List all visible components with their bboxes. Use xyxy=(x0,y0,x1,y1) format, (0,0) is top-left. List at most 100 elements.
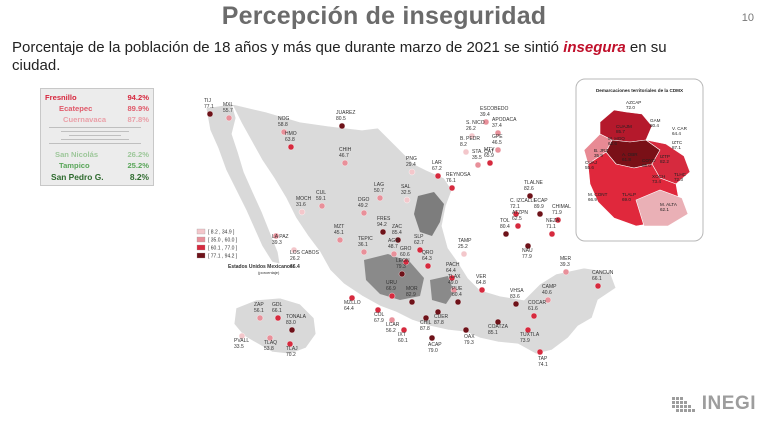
legend-label: [ 8.2 , 34.9 ] xyxy=(208,230,235,236)
city-name-label: NAU xyxy=(522,248,533,254)
city-name-label: LOS CABOS xyxy=(290,250,320,256)
ranking-value: 25.2% xyxy=(127,161,149,170)
city-name-label: MXL xyxy=(223,102,234,108)
ranking-value: 89.9% xyxy=(127,104,149,113)
city-name-label: COCAR xyxy=(528,300,546,306)
city-name-label: FRES xyxy=(377,216,391,222)
city-marker xyxy=(468,132,476,140)
city-name-label: TIJ xyxy=(204,98,211,104)
ranking-value: 26.2% xyxy=(127,150,149,159)
brand-name: INEGI xyxy=(701,393,756,414)
city-value-label: 35.5 xyxy=(472,155,482,161)
ranking-divider xyxy=(49,143,141,144)
legend-label: [ 35.0 , 60.0 ] xyxy=(208,238,238,244)
city-value-label: 62.7 xyxy=(414,240,424,246)
cdmx-district-label: CUAJ xyxy=(585,160,597,165)
city-marker xyxy=(486,159,494,167)
city-value-label: 67.2 xyxy=(432,166,442,172)
city-value-label: 50.7 xyxy=(374,188,384,194)
city-value-label: 71.1 xyxy=(546,224,556,230)
legend-swatch xyxy=(196,228,206,235)
city-name-label: AGS xyxy=(388,238,399,244)
city-value-label: 40.6 xyxy=(542,290,552,296)
city-marker xyxy=(272,232,280,240)
city-marker xyxy=(225,114,233,122)
city-name-label: B. PEDR xyxy=(460,136,480,142)
city-name-label: LAR xyxy=(432,160,442,166)
city-name-label: GDL xyxy=(272,302,283,308)
city-name-label: PACH xyxy=(446,262,460,268)
cdmx-district-label: IZTP xyxy=(660,154,670,159)
city-name-label: ZAP xyxy=(254,302,264,308)
city-marker xyxy=(544,296,552,304)
city-marker xyxy=(448,274,456,282)
page-number: 10 xyxy=(741,12,754,24)
city-value-label: 32.5 xyxy=(401,190,411,196)
city-marker xyxy=(290,246,298,254)
city-name-label: COATZA xyxy=(488,324,509,330)
city-marker xyxy=(390,250,398,258)
city-marker xyxy=(478,286,486,294)
city-marker xyxy=(494,129,502,137)
cdmx-district-value: 87.1 xyxy=(672,145,681,150)
city-name-label: MOR xyxy=(406,286,418,292)
city-value-label: 60.1 xyxy=(398,338,408,344)
city-value-label: 49.2 xyxy=(358,203,368,209)
city-value-label: 25.2 xyxy=(458,244,468,250)
city-marker xyxy=(379,228,387,236)
ranking-city: San Nicolás xyxy=(55,150,99,159)
map-legend: [ 8.2 , 34.9 ] [ 35.0 , 60.0 ] [ 60.1 , … xyxy=(196,228,300,275)
city-name-label: REYNOSA xyxy=(446,172,471,178)
cdmx-district-value: 72.3 xyxy=(674,177,683,182)
city-marker xyxy=(298,208,306,216)
city-value-label: 60.6 xyxy=(400,252,410,258)
cdmx-district-label: V. CAR xyxy=(672,126,688,131)
city-marker xyxy=(428,334,436,342)
city-name-label: LA PAZ xyxy=(272,234,289,240)
city-value-label: 83.6 xyxy=(510,294,520,300)
city-value-label: 33.5 xyxy=(234,344,244,350)
ranking-city: Ecatepec xyxy=(59,104,93,113)
city-value-label: 56.2 xyxy=(386,328,396,334)
city-name-label: TUXTLA xyxy=(520,332,540,338)
city-name-label: PVALL xyxy=(234,338,249,344)
city-name-label: CAMP xyxy=(542,284,557,290)
city-value-label: 58.8 xyxy=(278,122,288,128)
city-value-label: 66.1 xyxy=(272,308,282,314)
city-value-label: 76.1 xyxy=(446,178,456,184)
cdmx-district-value: 85.7 xyxy=(616,129,625,134)
cdmx-district-value: 64.4 xyxy=(672,131,681,136)
city-value-label: 79.3 xyxy=(396,264,406,270)
cdmx-district-label: XOCH xyxy=(652,174,665,179)
cdmx-district-label: M. CONT xyxy=(588,192,608,197)
city-value-label: 77.9 xyxy=(522,254,532,260)
city-marker xyxy=(474,161,482,169)
city-name-label: URU xyxy=(386,280,397,286)
city-value-label: 26.2 xyxy=(466,126,476,132)
city-marker xyxy=(434,172,442,180)
city-name-label: SAL xyxy=(401,184,411,190)
city-marker xyxy=(494,146,502,154)
city-marker xyxy=(287,143,295,151)
city-marker xyxy=(536,210,544,218)
city-marker xyxy=(400,326,408,334)
city-marker xyxy=(448,184,456,192)
city-value-label: 79.3 xyxy=(464,340,474,346)
city-name-label: TAMP xyxy=(458,238,472,244)
city-marker xyxy=(450,286,458,294)
city-value-label: 64.8 xyxy=(476,280,486,286)
baja-california xyxy=(205,103,281,265)
city-marker xyxy=(548,230,556,238)
city-marker xyxy=(494,318,502,326)
city-name-label: CHIH xyxy=(339,147,352,153)
ranking-divider xyxy=(61,139,129,140)
cdmx-district-label: COYO xyxy=(642,158,656,163)
city-marker xyxy=(514,222,522,230)
city-marker xyxy=(402,258,410,266)
ranking-box: Fresnillo 94.2% Ecatepec 89.9% Cuernavac… xyxy=(40,88,154,186)
city-name-label: LAG xyxy=(374,182,384,188)
city-value-label: 70.2 xyxy=(286,352,296,358)
city-name-label: TOL xyxy=(500,218,510,224)
ranking-divider xyxy=(61,131,129,132)
